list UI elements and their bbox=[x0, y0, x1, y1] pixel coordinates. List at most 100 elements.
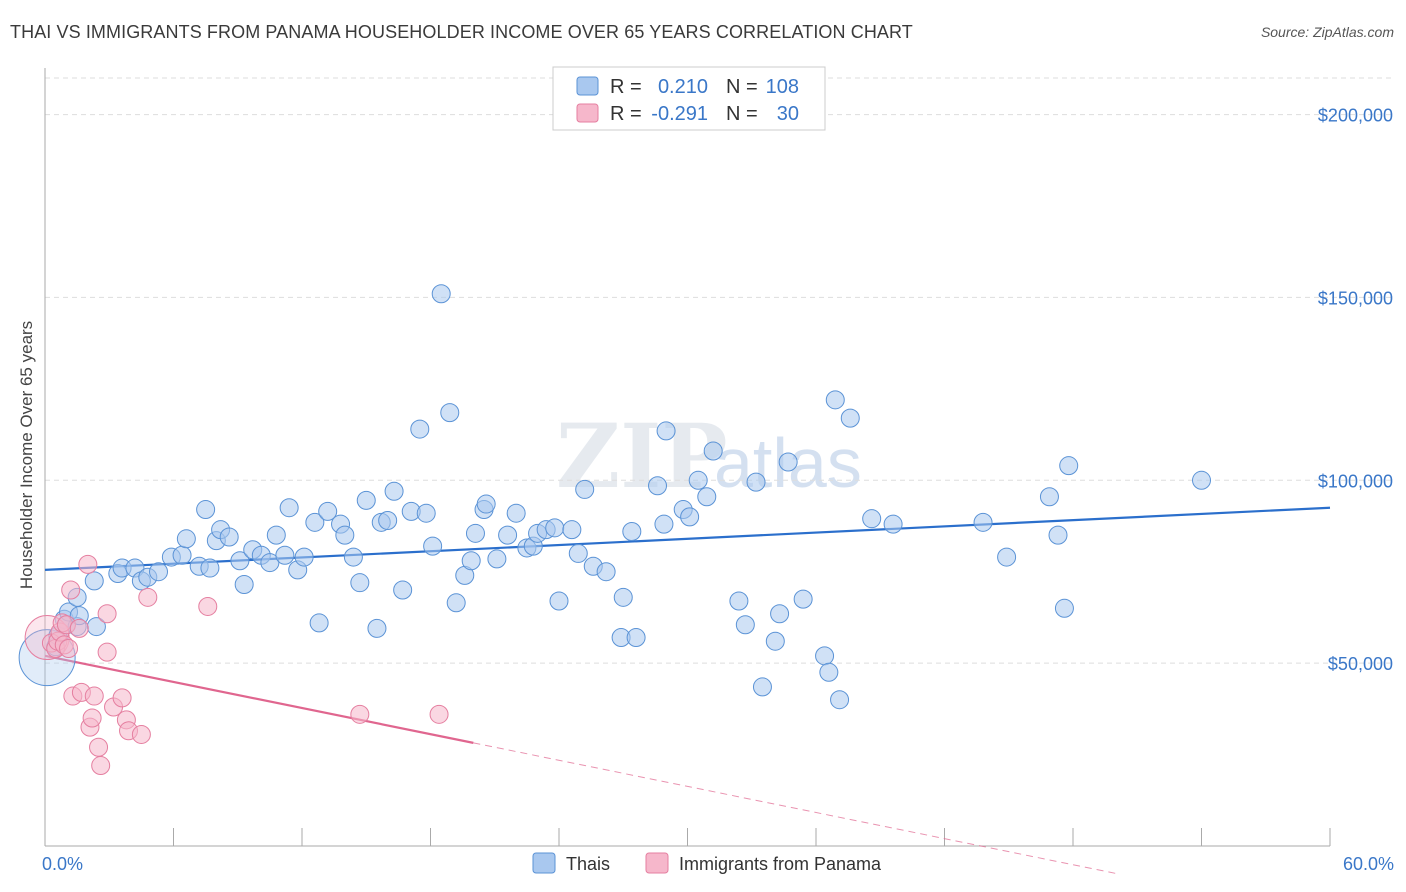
thai-points bbox=[18, 284, 1211, 710]
thai-point bbox=[622, 521, 642, 541]
thai-point bbox=[1048, 525, 1068, 545]
chart-source: Source: ZipAtlas.com bbox=[1260, 24, 1394, 40]
panama-point bbox=[89, 737, 109, 757]
thai-point bbox=[545, 518, 565, 538]
thai-point bbox=[1192, 470, 1211, 490]
thai-point bbox=[1039, 487, 1059, 507]
thai-point bbox=[688, 470, 708, 490]
thai-point bbox=[172, 545, 192, 565]
thai-point bbox=[410, 419, 430, 439]
thai-point bbox=[1054, 598, 1074, 618]
thai-point bbox=[765, 631, 785, 651]
thai-point bbox=[294, 547, 314, 567]
thai-point bbox=[176, 529, 196, 549]
thai-point bbox=[219, 527, 239, 547]
legend-bottom-panama-label: Immigrants from Panama bbox=[679, 854, 882, 874]
thai-point bbox=[149, 562, 169, 582]
panama-point bbox=[61, 580, 81, 600]
thai-point bbox=[973, 512, 993, 532]
thai-point bbox=[648, 476, 668, 496]
legend-bottom-thai-label: Thais bbox=[566, 854, 610, 874]
thai-point bbox=[862, 509, 882, 529]
thai-point bbox=[84, 571, 104, 591]
thai-point bbox=[384, 481, 404, 501]
thai-point bbox=[431, 284, 451, 304]
thai-point bbox=[487, 549, 507, 569]
thai-point bbox=[997, 547, 1017, 567]
thai-point bbox=[746, 472, 766, 492]
thai-point bbox=[654, 514, 674, 534]
legend-thai-n-label: N = bbox=[726, 76, 758, 98]
thai-point bbox=[626, 628, 646, 648]
thai-point bbox=[356, 490, 376, 510]
thai-point bbox=[498, 525, 518, 545]
thai-point bbox=[378, 511, 398, 531]
y-tick-label: $150,000 bbox=[1318, 288, 1393, 308]
legend-panama-r-value: -0.291 bbox=[651, 103, 708, 125]
thai-point bbox=[440, 403, 460, 423]
legend-bottom-thai-swatch bbox=[532, 852, 556, 874]
panama-point bbox=[131, 724, 151, 744]
axes bbox=[44, 68, 1331, 847]
legend-thai-r-value: 0.210 bbox=[658, 76, 708, 98]
thai-point bbox=[279, 498, 299, 518]
thai-point bbox=[230, 551, 250, 571]
thai-point bbox=[266, 525, 286, 545]
y-tick-label: $100,000 bbox=[1318, 471, 1393, 491]
thai-point bbox=[778, 452, 798, 472]
thai-point bbox=[793, 589, 813, 609]
thai-point bbox=[680, 507, 700, 527]
thai-point bbox=[200, 558, 220, 578]
thai-point bbox=[318, 501, 338, 521]
panama-point bbox=[69, 618, 89, 638]
panama-point bbox=[82, 708, 102, 728]
thai-point bbox=[367, 618, 387, 638]
legend-thai-r-label: R = bbox=[610, 76, 642, 98]
thai-point bbox=[735, 615, 755, 635]
legend-panama-r-label: R = bbox=[610, 103, 642, 125]
thai-point bbox=[575, 479, 595, 499]
panama-point bbox=[138, 587, 158, 607]
grid-lines bbox=[45, 77, 1394, 664]
thai-point bbox=[830, 690, 850, 710]
y-axis-label: Householder Income Over 65 years bbox=[17, 321, 36, 589]
thai-point bbox=[840, 408, 860, 428]
thai-point bbox=[461, 551, 481, 571]
x-tick-label-max: 60.0% bbox=[1343, 854, 1394, 874]
thai-point bbox=[815, 646, 835, 666]
thai-point bbox=[568, 543, 588, 563]
thai-point bbox=[883, 514, 903, 534]
thai-point bbox=[343, 547, 363, 567]
thai-point bbox=[416, 503, 436, 523]
thai-point bbox=[697, 487, 717, 507]
thai-point bbox=[476, 494, 496, 514]
y-tick-labels: $50,000 $100,000 $150,000 $200,000 bbox=[1318, 106, 1393, 675]
panama-trend-line bbox=[44, 654, 474, 744]
panama-point bbox=[350, 704, 370, 724]
thai-point bbox=[770, 604, 790, 624]
y-tick-label: $50,000 bbox=[1328, 654, 1393, 674]
thai-point bbox=[596, 562, 616, 582]
legend-panama-swatch bbox=[576, 103, 599, 123]
panama-point bbox=[84, 686, 104, 706]
thai-point bbox=[656, 421, 676, 441]
thai-point bbox=[549, 591, 569, 611]
y-tick-label: $200,000 bbox=[1318, 106, 1393, 126]
legend-bottom-panama-swatch bbox=[645, 852, 669, 874]
panama-trend-extension bbox=[473, 742, 1116, 874]
thai-point bbox=[305, 512, 325, 532]
legend-panama-n-label: N = bbox=[726, 103, 758, 125]
panama-points bbox=[24, 554, 449, 776]
thai-point bbox=[275, 545, 295, 565]
panama-point bbox=[429, 704, 449, 724]
thai-point bbox=[825, 390, 845, 410]
thai-point bbox=[196, 500, 216, 520]
legend-series: Thais Immigrants from Panama bbox=[532, 852, 882, 874]
thai-point bbox=[562, 520, 582, 540]
thai-point bbox=[350, 573, 370, 593]
thai-point bbox=[506, 503, 526, 523]
thai-point bbox=[393, 580, 413, 600]
x-tick-label-min: 0.0% bbox=[42, 854, 83, 874]
thai-point bbox=[613, 587, 633, 607]
legend-panama-n-value: 30 bbox=[777, 103, 799, 125]
